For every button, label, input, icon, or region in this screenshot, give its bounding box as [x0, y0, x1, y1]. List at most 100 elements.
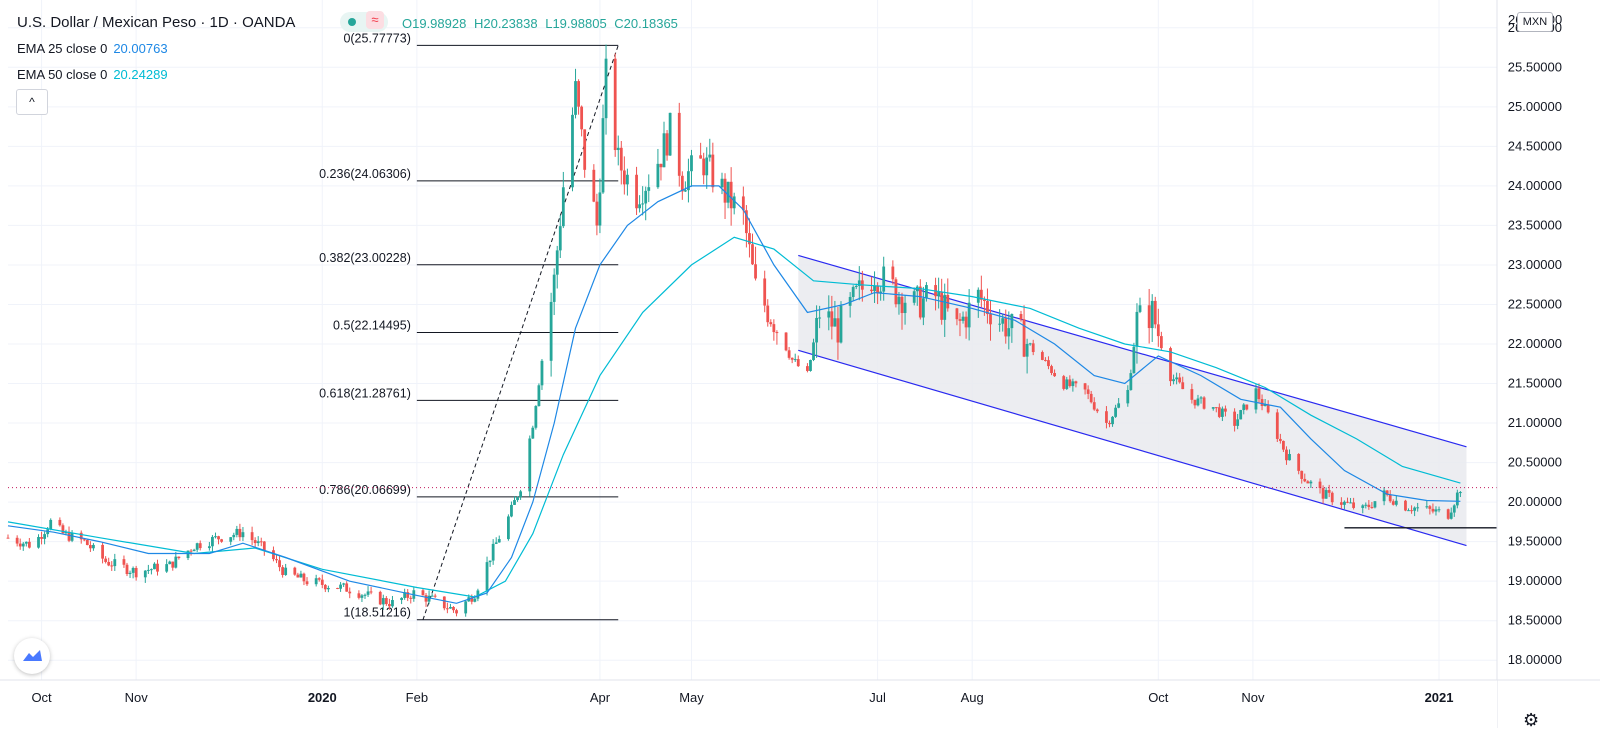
candle-body [211, 536, 214, 547]
candle-body [101, 544, 104, 559]
candle-body [293, 567, 297, 575]
candle-body [680, 175, 684, 192]
candle-body [253, 540, 257, 544]
candle-body [156, 563, 159, 572]
gear-icon[interactable]: ⚙ [1523, 710, 1540, 730]
candle-body [43, 534, 47, 539]
candle-body [986, 300, 989, 315]
candle-body [421, 590, 425, 596]
candle-body [726, 181, 730, 203]
candle-body [946, 294, 950, 309]
tradingview-logo-icon[interactable] [14, 638, 50, 674]
candle-body [1025, 343, 1029, 357]
candle-body [540, 360, 544, 386]
candle-body [326, 587, 330, 590]
price-channel [798, 254, 1467, 547]
currency-badge[interactable]: MXN [1517, 12, 1553, 32]
candle-body [601, 118, 605, 193]
candle-body [452, 606, 455, 611]
y-tick-label: 20.50000 [1508, 455, 1562, 470]
candle-body [1111, 416, 1114, 425]
candle-body [1126, 389, 1130, 404]
candle-body [793, 359, 797, 361]
collapse-legend-button[interactable]: ^ [16, 89, 48, 115]
fib-level-label: 0.382(23.00228) [319, 251, 411, 265]
candle-body [214, 536, 217, 538]
y-tick-label: 25.00000 [1508, 99, 1562, 114]
candle-body [1040, 352, 1044, 360]
candle-body [1236, 419, 1240, 426]
candle-body [27, 541, 31, 548]
candle-body [668, 112, 672, 156]
x-tick-label: 2021 [1425, 690, 1454, 705]
candle-body [464, 601, 468, 614]
candle-body [961, 316, 965, 321]
candle-body [1254, 388, 1258, 410]
candle-body [1288, 454, 1291, 461]
candle-body [259, 541, 263, 543]
y-tick-label: 25.50000 [1508, 59, 1562, 74]
candle-body [409, 597, 413, 599]
candle-body [635, 174, 638, 209]
candle-body [302, 573, 306, 582]
candle-body [278, 560, 281, 568]
candle-body [1370, 507, 1374, 509]
candle-body [1239, 410, 1243, 420]
candle-body [976, 289, 980, 303]
y-tick-label: 23.50000 [1508, 217, 1562, 232]
candle-body [1367, 504, 1371, 508]
candle-body [1446, 509, 1450, 519]
candle-body [357, 593, 361, 598]
candle-body [1327, 490, 1331, 493]
candle-body [989, 314, 992, 325]
y-tick-label: 24.50000 [1508, 138, 1562, 153]
market-status-badge[interactable]: ≈ [340, 11, 388, 32]
candle-body [1117, 403, 1121, 408]
candle-body [940, 291, 944, 320]
candle-body [677, 112, 681, 176]
candle-body [262, 541, 266, 551]
candle-body [24, 541, 28, 544]
y-tick-label: 18.50000 [1508, 613, 1562, 628]
candle-body [848, 296, 852, 306]
candle-body [220, 539, 223, 542]
candle-body [534, 406, 538, 428]
price-axis: 18.00000 18.50000 19.00000 19.50000 20.00000… [1496, 0, 1600, 728]
candle-body [217, 536, 220, 540]
candle-body [1007, 328, 1011, 337]
candle-body [15, 537, 19, 544]
candle-body [1416, 507, 1420, 509]
indicator-label: EMA 50 close 0 [17, 67, 108, 82]
candle-body [113, 559, 117, 567]
candle-body [912, 291, 916, 303]
candle-body [787, 350, 791, 358]
ema-lines [7, 185, 1461, 604]
candle-body [1220, 408, 1224, 417]
candle-body [433, 595, 437, 597]
candle-body [513, 500, 516, 505]
candle-body [1434, 509, 1438, 512]
candle-body [198, 543, 202, 549]
candle-body [339, 584, 342, 589]
candle-body [955, 308, 959, 320]
indicator-ema25[interactable]: EMA 25 close 0 20.00763 [17, 41, 168, 56]
symbol-title[interactable]: U.S. Dollar / Mexican Peso · 1D · OANDA [17, 14, 296, 31]
candle-body [748, 233, 751, 245]
candle-body [1410, 510, 1413, 512]
candle-body [1452, 505, 1456, 513]
candle-body [1275, 412, 1279, 439]
candle-body [555, 250, 559, 275]
indicator-ema50[interactable]: EMA 50 close 0 20.24289 [17, 67, 168, 82]
candle-body [1425, 506, 1429, 508]
candle-body [1083, 383, 1087, 390]
candle-body [1260, 399, 1264, 407]
candle-body [967, 302, 971, 328]
candle-body [1297, 454, 1301, 471]
candle-body [577, 81, 580, 107]
candle-body [1181, 382, 1185, 390]
candle-body [6, 537, 10, 539]
candle-body [1175, 377, 1179, 380]
candle-body [580, 106, 584, 130]
